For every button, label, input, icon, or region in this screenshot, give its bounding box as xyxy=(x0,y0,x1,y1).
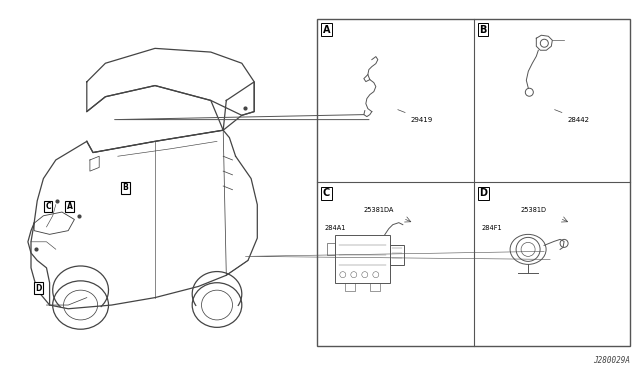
Text: B: B xyxy=(123,183,129,192)
Text: 284A1: 284A1 xyxy=(325,225,346,231)
Text: C: C xyxy=(45,202,51,211)
Text: 29419: 29419 xyxy=(411,117,433,123)
Bar xyxy=(327,243,335,255)
Text: D: D xyxy=(36,284,42,293)
Text: C: C xyxy=(323,188,330,198)
Text: A: A xyxy=(67,202,73,211)
Text: B: B xyxy=(479,25,487,35)
Bar xyxy=(390,245,404,264)
Text: 284F1: 284F1 xyxy=(482,225,502,231)
Text: J280029A: J280029A xyxy=(593,356,630,365)
Text: 28442: 28442 xyxy=(568,117,589,123)
Text: 25381D: 25381D xyxy=(521,207,547,213)
Text: D: D xyxy=(479,188,488,198)
Bar xyxy=(335,235,390,283)
Bar xyxy=(317,19,630,346)
Text: A: A xyxy=(323,25,330,35)
Text: 25381DA: 25381DA xyxy=(364,207,394,213)
